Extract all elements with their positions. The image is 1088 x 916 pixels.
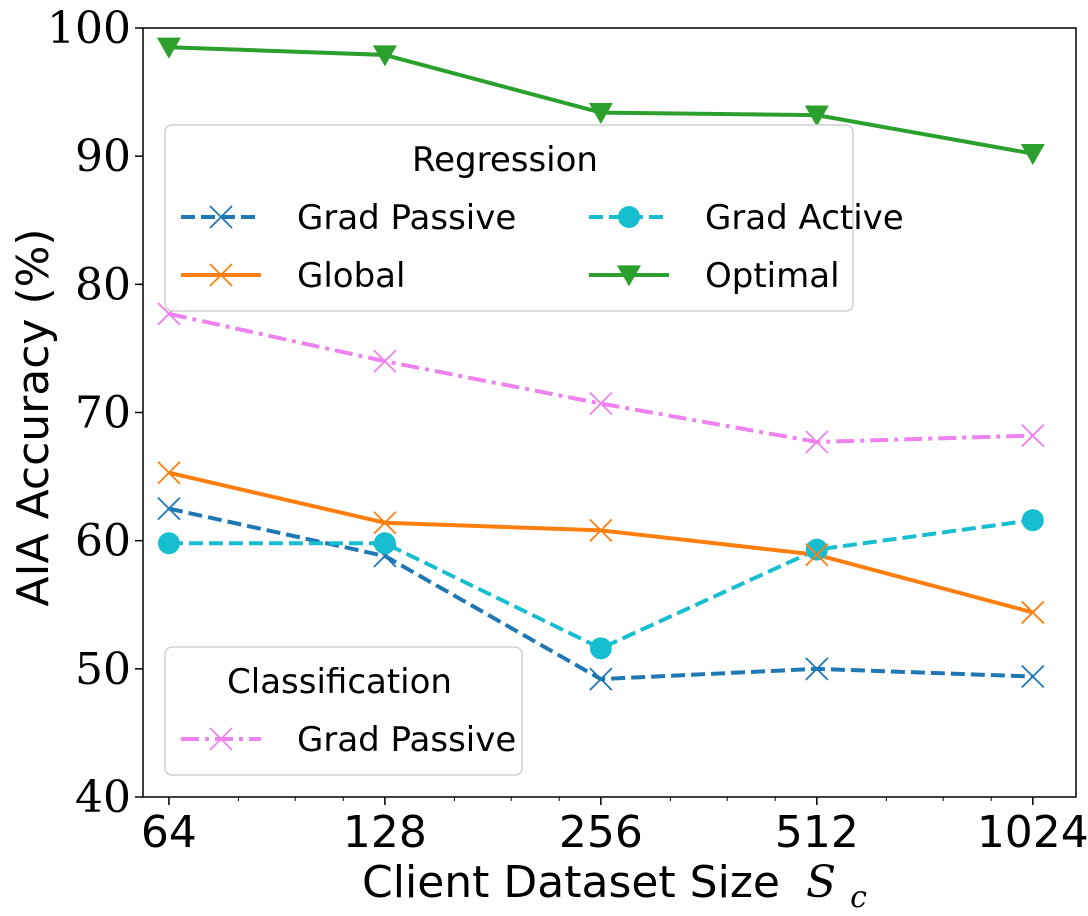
legend-classification: Classification Grad Passive [164, 646, 523, 776]
legend-regression-entry-3-marker [617, 265, 641, 287]
x-tick-label: 512 [775, 807, 859, 858]
series-1-point [157, 532, 180, 555]
legend-regression-entry-0-marker [209, 205, 233, 229]
x-tick-label: 128 [343, 807, 427, 858]
y-axis-ticks: 40 50 60 70 80 90 100 [47, 3, 143, 823]
series-1-point [373, 532, 396, 555]
series-2-point [589, 518, 613, 543]
y-tick-label: 60 [75, 516, 131, 567]
legend-classification-entry-0-label: Grad Passive [297, 720, 516, 760]
series-4-point [1021, 423, 1045, 448]
legend-regression-entry-2-label: Global [297, 256, 405, 296]
x-tick-label: 256 [559, 807, 643, 858]
y-tick-label: 80 [75, 259, 131, 310]
legend-regression-entry-1-marker [618, 206, 640, 228]
series-0-point [805, 657, 829, 681]
legend-regression-entry-1-label: Grad Active [705, 198, 904, 238]
series-0-point [1021, 664, 1045, 689]
series-1-point [1021, 509, 1044, 532]
y-tick-label: 50 [75, 644, 131, 695]
series-0-point [589, 667, 613, 691]
legend-regression-entry-2-marker [209, 263, 233, 287]
series-3-point [1020, 144, 1045, 166]
series-2-point [373, 511, 397, 535]
legend-regression-title: Regression [412, 140, 598, 180]
series-3-point [372, 45, 397, 67]
y-axis-label: AIA Accuracy (%) [8, 228, 59, 606]
x-axis-label-symbol: S [806, 857, 836, 908]
x-tick-label: 64 [141, 807, 197, 858]
legend-regression-entry-3-label: Optimal [705, 256, 840, 296]
legend-classification-entry-0-marker [209, 727, 233, 751]
y-tick-label: 90 [75, 131, 131, 182]
y-tick-label: 40 [75, 772, 131, 823]
legend-classification-box [164, 646, 523, 776]
series-3-point [156, 37, 181, 59]
x-axis-label-subscript: c [850, 880, 867, 915]
legend-classification-title: Classification [227, 662, 452, 702]
y-tick-label: 70 [75, 388, 131, 439]
legend-regression: Regression Grad Passive Grad Active Global O… [164, 124, 904, 312]
x-axis-label-text: Client Dataset Size [362, 857, 780, 908]
series-line-1 [168, 518, 1034, 651]
series-line-4 [168, 311, 1033, 444]
series-2-point [157, 461, 181, 485]
series-4-point [589, 391, 613, 416]
series-1-point [589, 637, 612, 660]
series-3-point [588, 102, 613, 124]
series-1-point [805, 538, 828, 561]
series-2-point [805, 543, 829, 567]
y-tick-label: 100 [47, 3, 131, 54]
series-4-point [805, 430, 829, 454]
legend-regression-box [164, 124, 854, 312]
x-axis-label: Client Dataset Size S c [362, 857, 867, 915]
series-3-point [804, 105, 829, 127]
x-axis-ticks: 64 128 256 512 1024 [141, 797, 1088, 858]
legend-regression-entry-0-label: Grad Passive [297, 198, 516, 238]
series-4-point [373, 349, 397, 373]
x-tick-label: 1024 [977, 807, 1088, 858]
series-0-point [157, 496, 181, 521]
series-2-point [1021, 600, 1045, 625]
